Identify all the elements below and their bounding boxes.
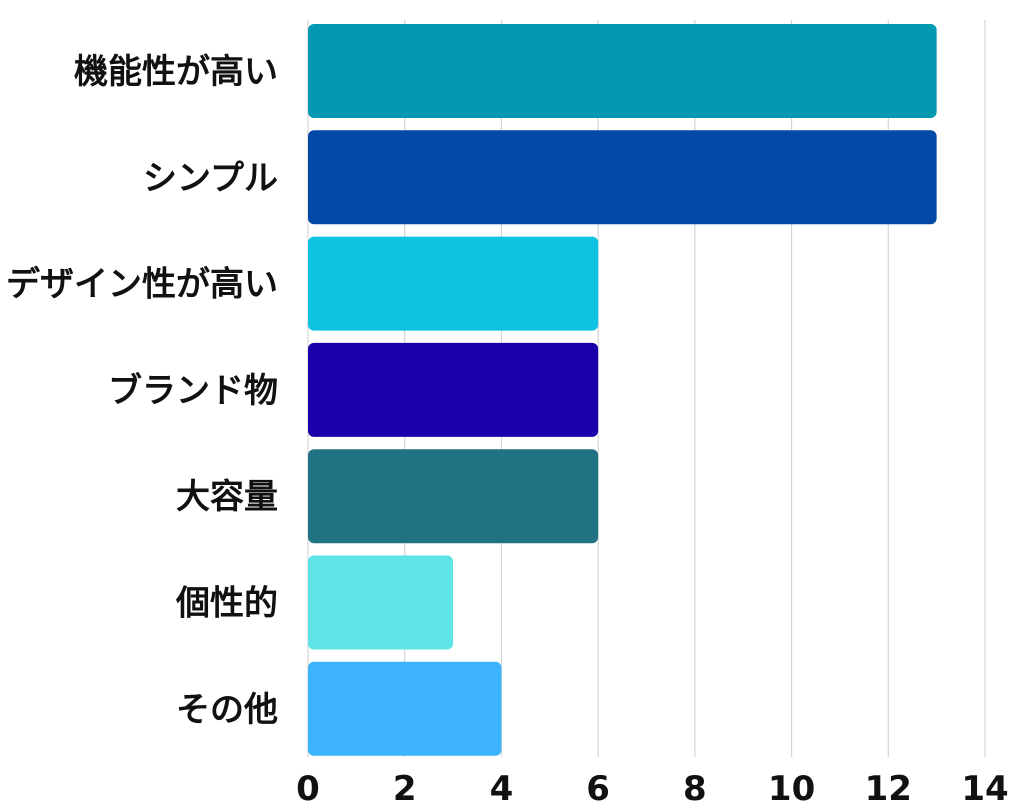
category-label-3: ブランド物 xyxy=(108,371,278,411)
category-label-0: 機能性が高い xyxy=(74,52,278,92)
category-label-2: デザイン性が高い xyxy=(6,265,278,305)
bars xyxy=(308,24,937,756)
bar-5 xyxy=(308,555,454,650)
x-tick-label-7: 14 xyxy=(961,769,1008,809)
x-tick-label-2: 4 xyxy=(490,769,514,809)
x-tick-label-0: 0 xyxy=(296,769,320,809)
category-label-5: 個性的 xyxy=(175,584,278,624)
bar-6 xyxy=(308,661,502,756)
x-axis-tick-labels: 0 2 4 6 8 10 12 14 xyxy=(296,769,1009,809)
bar-4 xyxy=(308,449,599,544)
x-tick-label-5: 10 xyxy=(768,769,815,809)
bar-1 xyxy=(308,130,937,225)
category-label-1: シンプル xyxy=(143,158,278,198)
bar-2 xyxy=(308,236,599,331)
category-label-4: 大容量 xyxy=(176,477,278,517)
bar-3 xyxy=(308,342,599,437)
x-tick-label-4: 8 xyxy=(683,769,707,809)
x-tick-label-3: 6 xyxy=(586,769,610,809)
bar-0 xyxy=(308,24,937,118)
x-tick-label-1: 2 xyxy=(393,769,417,809)
category-label-6: その他 xyxy=(176,690,278,730)
x-tick-label-6: 12 xyxy=(865,769,912,809)
